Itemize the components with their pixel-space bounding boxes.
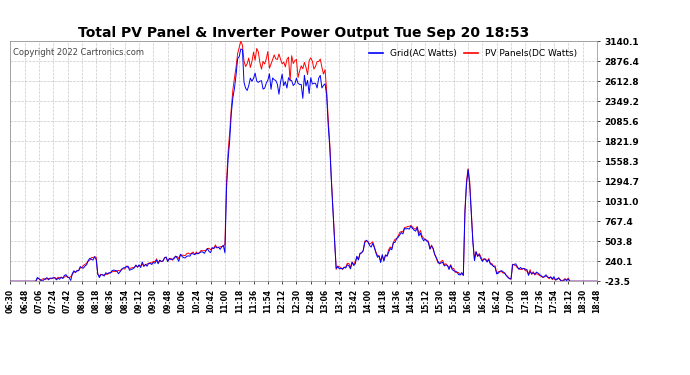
Text: Copyright 2022 Cartronics.com: Copyright 2022 Cartronics.com	[13, 48, 144, 57]
Title: Total PV Panel & Inverter Power Output Tue Sep 20 18:53: Total PV Panel & Inverter Power Output T…	[78, 26, 529, 40]
Legend: Grid(AC Watts), PV Panels(DC Watts): Grid(AC Watts), PV Panels(DC Watts)	[366, 46, 580, 62]
